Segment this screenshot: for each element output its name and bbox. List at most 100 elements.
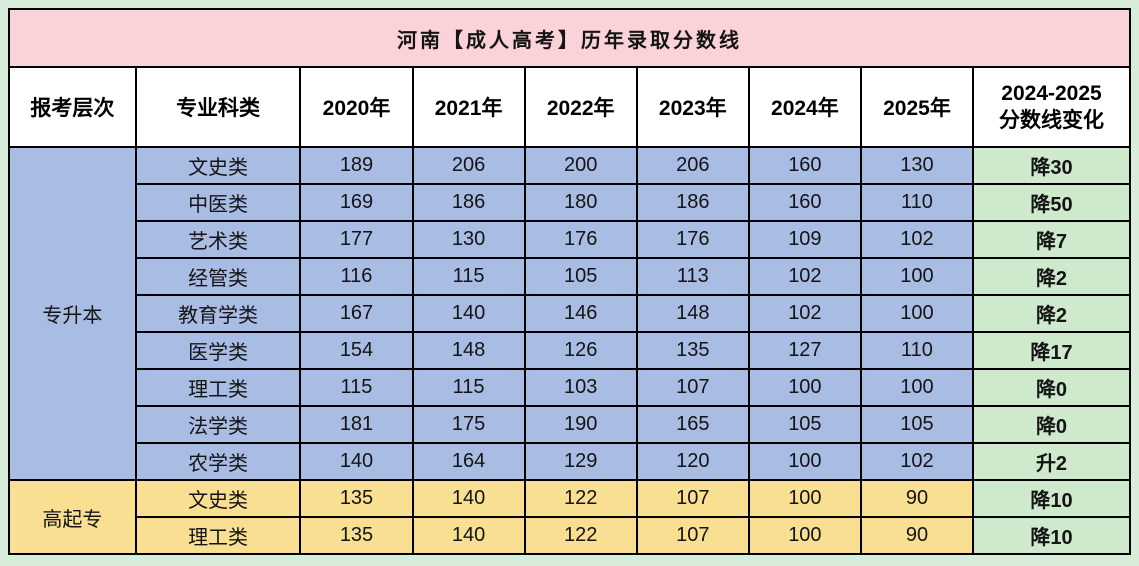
score-cell: 103 (523, 368, 638, 407)
score-cell: 120 (635, 442, 750, 481)
score-cell: 181 (299, 405, 414, 444)
score-cell: 102 (859, 442, 975, 481)
score-cell: 206 (635, 146, 750, 185)
table-row: 医学类 154 148 126 135 127 110 降17 (9, 331, 1131, 370)
score-cell: 175 (411, 405, 526, 444)
category-cell: 艺术类 (134, 220, 302, 259)
score-cell: 135 (299, 516, 414, 555)
score-cell: 100 (859, 294, 975, 333)
header-level: 报考层次 (8, 66, 137, 148)
score-cell: 130 (859, 146, 975, 185)
score-cell: 148 (635, 294, 750, 333)
score-cell: 102 (859, 220, 975, 259)
category-cell: 法学类 (134, 405, 302, 444)
score-cell: 100 (859, 257, 975, 296)
score-cell: 190 (523, 405, 638, 444)
change-cell: 降7 (972, 220, 1131, 259)
category-cell: 文史类 (134, 146, 302, 185)
score-cell: 105 (747, 405, 862, 444)
score-cell: 122 (523, 516, 638, 555)
category-cell: 农学类 (134, 442, 302, 481)
table-row: 农学类 140 164 129 120 100 102 升2 (9, 442, 1131, 481)
category-cell: 医学类 (134, 331, 302, 370)
header-year-2025: 2025年 (859, 66, 975, 148)
category-cell: 中医类 (134, 183, 302, 222)
change-cell: 降2 (972, 294, 1131, 333)
score-cell: 102 (747, 294, 862, 333)
score-cell: 206 (411, 146, 526, 185)
header-category: 专业科类 (134, 66, 302, 148)
header-year-2024: 2024年 (747, 66, 862, 148)
score-cell: 176 (635, 220, 750, 259)
score-cell: 135 (299, 479, 414, 518)
change-cell: 降0 (972, 405, 1131, 444)
admission-score-table: 河南【成人高考】历年录取分数线 报考层次 专业科类 2020年 2021年 20… (8, 8, 1131, 555)
score-cell: 167 (299, 294, 414, 333)
score-cell: 126 (523, 331, 638, 370)
change-cell: 升2 (972, 442, 1131, 481)
category-cell: 理工类 (134, 516, 302, 555)
change-cell: 降10 (972, 479, 1131, 518)
score-cell: 102 (747, 257, 862, 296)
score-cell: 100 (747, 479, 862, 518)
score-cell: 135 (635, 331, 750, 370)
score-cell: 100 (747, 442, 862, 481)
level-cell-zhuanshengben: 专升本 (8, 146, 137, 481)
category-cell: 理工类 (134, 368, 302, 407)
table-row: 中医类 169 186 180 186 160 110 降50 (9, 183, 1131, 222)
score-cell: 107 (635, 516, 750, 555)
change-cell: 降50 (972, 183, 1131, 222)
category-cell: 教育学类 (134, 294, 302, 333)
score-cell: 164 (411, 442, 526, 481)
header-change-line2: 分数线变化 (999, 109, 1104, 132)
score-cell: 110 (859, 183, 975, 222)
table-row: 经管类 116 115 105 113 102 100 降2 (9, 257, 1131, 296)
table-row: 专升本 文史类 189 206 200 206 160 130 降30 (8, 146, 1131, 481)
header-change: 2024-2025 分数线变化 (972, 66, 1131, 148)
table-row: 高起专 文史类 135 140 122 107 100 90 降10 (8, 479, 1131, 555)
score-cell: 169 (299, 183, 414, 222)
table-row: 艺术类 177 130 176 176 109 102 降7 (9, 220, 1131, 259)
score-cell: 189 (299, 146, 414, 185)
score-cell: 154 (299, 331, 414, 370)
score-cell: 160 (747, 183, 862, 222)
score-cell: 176 (523, 220, 638, 259)
change-cell: 降10 (972, 516, 1131, 555)
score-cell: 100 (859, 368, 975, 407)
header-year-2023: 2023年 (635, 66, 750, 148)
score-cell: 130 (411, 220, 526, 259)
page-title: 河南【成人高考】历年录取分数线 (8, 8, 1131, 68)
score-cell: 109 (747, 220, 862, 259)
score-cell: 90 (859, 516, 975, 555)
header-row: 报考层次 专业科类 2020年 2021年 2022年 2023年 2024年 … (8, 66, 1131, 148)
score-cell: 115 (411, 257, 526, 296)
change-cell: 降30 (972, 146, 1131, 185)
score-cell: 186 (635, 183, 750, 222)
header-year-2022: 2022年 (523, 66, 638, 148)
score-cell: 160 (747, 146, 862, 185)
score-cell: 186 (411, 183, 526, 222)
header-year-2020: 2020年 (299, 66, 414, 148)
header-year-2021: 2021年 (411, 66, 526, 148)
score-cell: 90 (859, 479, 975, 518)
score-cell: 115 (299, 368, 414, 407)
category-cell: 经管类 (134, 257, 302, 296)
level-cell-gaoqizhuan: 高起专 (8, 479, 137, 555)
score-cell: 177 (299, 220, 414, 259)
header-change-line1: 2024-2025 (1001, 81, 1102, 105)
change-cell: 降0 (972, 368, 1131, 407)
change-cell: 降2 (972, 257, 1131, 296)
score-cell: 180 (523, 183, 638, 222)
score-cell: 165 (635, 405, 750, 444)
score-cell: 107 (635, 368, 750, 407)
table-row: 理工类 135 140 122 107 100 90 降10 (9, 516, 1131, 555)
score-cell: 148 (411, 331, 526, 370)
title-row: 河南【成人高考】历年录取分数线 (8, 8, 1131, 68)
score-cell: 146 (523, 294, 638, 333)
score-cell: 105 (859, 405, 975, 444)
score-cell: 140 (411, 516, 526, 555)
category-cell: 文史类 (134, 479, 302, 518)
score-cell: 127 (747, 331, 862, 370)
table-row: 法学类 181 175 190 165 105 105 降0 (9, 405, 1131, 444)
change-cell: 降17 (972, 331, 1131, 370)
